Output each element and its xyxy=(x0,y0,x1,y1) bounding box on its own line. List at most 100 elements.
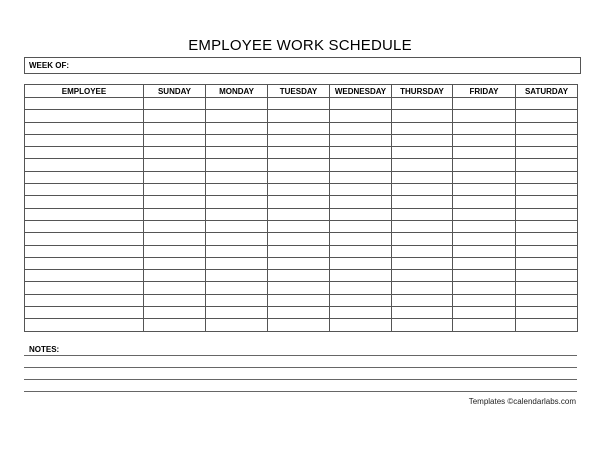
cell-employee[interactable] xyxy=(24,158,144,172)
cell-wednesday[interactable] xyxy=(329,232,392,246)
cell-saturday[interactable] xyxy=(515,96,578,111)
cell-tuesday[interactable] xyxy=(267,96,330,111)
cell-monday[interactable] xyxy=(205,96,268,111)
cell-tuesday[interactable] xyxy=(267,244,330,258)
cell-monday[interactable] xyxy=(205,183,268,197)
cell-friday[interactable] xyxy=(452,318,516,332)
cell-tuesday[interactable] xyxy=(267,146,330,160)
cell-wednesday[interactable] xyxy=(329,281,392,295)
cell-monday[interactable] xyxy=(205,109,268,123)
cell-wednesday[interactable] xyxy=(329,256,392,271)
cell-saturday[interactable] xyxy=(515,195,578,209)
cell-employee[interactable] xyxy=(24,133,144,148)
cell-thursday[interactable] xyxy=(391,256,453,271)
cell-monday[interactable] xyxy=(205,293,268,308)
cell-saturday[interactable] xyxy=(515,133,578,148)
cell-monday[interactable] xyxy=(205,318,268,332)
notes-line[interactable] xyxy=(24,391,577,392)
cell-friday[interactable] xyxy=(452,121,516,135)
cell-thursday[interactable] xyxy=(391,318,453,332)
cell-sunday[interactable] xyxy=(143,318,206,332)
cell-saturday[interactable] xyxy=(515,183,578,197)
cell-saturday[interactable] xyxy=(515,109,578,123)
cell-wednesday[interactable] xyxy=(329,244,392,258)
cell-monday[interactable] xyxy=(205,219,268,234)
cell-thursday[interactable] xyxy=(391,158,453,172)
cell-tuesday[interactable] xyxy=(267,232,330,246)
cell-friday[interactable] xyxy=(452,306,516,320)
cell-saturday[interactable] xyxy=(515,318,578,332)
cell-monday[interactable] xyxy=(205,207,268,221)
cell-thursday[interactable] xyxy=(391,207,453,221)
cell-tuesday[interactable] xyxy=(267,109,330,123)
cell-wednesday[interactable] xyxy=(329,269,392,283)
cell-employee[interactable] xyxy=(24,306,144,320)
cell-wednesday[interactable] xyxy=(329,195,392,209)
cell-friday[interactable] xyxy=(452,232,516,246)
cell-sunday[interactable] xyxy=(143,195,206,209)
cell-monday[interactable] xyxy=(205,158,268,172)
cell-friday[interactable] xyxy=(452,96,516,111)
cell-tuesday[interactable] xyxy=(267,256,330,271)
cell-friday[interactable] xyxy=(452,281,516,295)
cell-monday[interactable] xyxy=(205,146,268,160)
cell-friday[interactable] xyxy=(452,183,516,197)
cell-sunday[interactable] xyxy=(143,207,206,221)
cell-tuesday[interactable] xyxy=(267,133,330,148)
cell-thursday[interactable] xyxy=(391,121,453,135)
cell-tuesday[interactable] xyxy=(267,158,330,172)
cell-thursday[interactable] xyxy=(391,293,453,308)
cell-monday[interactable] xyxy=(205,281,268,295)
cell-monday[interactable] xyxy=(205,195,268,209)
cell-friday[interactable] xyxy=(452,170,516,185)
cell-wednesday[interactable] xyxy=(329,318,392,332)
cell-thursday[interactable] xyxy=(391,183,453,197)
cell-sunday[interactable] xyxy=(143,232,206,246)
cell-wednesday[interactable] xyxy=(329,146,392,160)
cell-thursday[interactable] xyxy=(391,109,453,123)
cell-thursday[interactable] xyxy=(391,133,453,148)
cell-monday[interactable] xyxy=(205,121,268,135)
cell-employee[interactable] xyxy=(24,293,144,308)
cell-tuesday[interactable] xyxy=(267,207,330,221)
cell-wednesday[interactable] xyxy=(329,306,392,320)
cell-tuesday[interactable] xyxy=(267,306,330,320)
cell-thursday[interactable] xyxy=(391,195,453,209)
cell-tuesday[interactable] xyxy=(267,293,330,308)
cell-sunday[interactable] xyxy=(143,293,206,308)
cell-saturday[interactable] xyxy=(515,281,578,295)
cell-monday[interactable] xyxy=(205,244,268,258)
week-of-field[interactable]: WEEK OF: xyxy=(24,57,581,74)
cell-employee[interactable] xyxy=(24,232,144,246)
cell-wednesday[interactable] xyxy=(329,219,392,234)
cell-saturday[interactable] xyxy=(515,256,578,271)
cell-sunday[interactable] xyxy=(143,121,206,135)
cell-wednesday[interactable] xyxy=(329,109,392,123)
cell-sunday[interactable] xyxy=(143,244,206,258)
cell-saturday[interactable] xyxy=(515,306,578,320)
cell-sunday[interactable] xyxy=(143,281,206,295)
cell-employee[interactable] xyxy=(24,269,144,283)
cell-saturday[interactable] xyxy=(515,219,578,234)
cell-friday[interactable] xyxy=(452,244,516,258)
cell-saturday[interactable] xyxy=(515,158,578,172)
cell-employee[interactable] xyxy=(24,318,144,332)
cell-tuesday[interactable] xyxy=(267,183,330,197)
notes-line[interactable] xyxy=(24,367,577,368)
cell-sunday[interactable] xyxy=(143,170,206,185)
cell-wednesday[interactable] xyxy=(329,158,392,172)
cell-sunday[interactable] xyxy=(143,109,206,123)
cell-monday[interactable] xyxy=(205,232,268,246)
cell-wednesday[interactable] xyxy=(329,170,392,185)
cell-tuesday[interactable] xyxy=(267,195,330,209)
cell-sunday[interactable] xyxy=(143,158,206,172)
cell-employee[interactable] xyxy=(24,207,144,221)
cell-saturday[interactable] xyxy=(515,121,578,135)
cell-friday[interactable] xyxy=(452,109,516,123)
cell-employee[interactable] xyxy=(24,170,144,185)
cell-thursday[interactable] xyxy=(391,219,453,234)
cell-employee[interactable] xyxy=(24,219,144,234)
cell-wednesday[interactable] xyxy=(329,96,392,111)
cell-tuesday[interactable] xyxy=(267,281,330,295)
cell-tuesday[interactable] xyxy=(267,318,330,332)
